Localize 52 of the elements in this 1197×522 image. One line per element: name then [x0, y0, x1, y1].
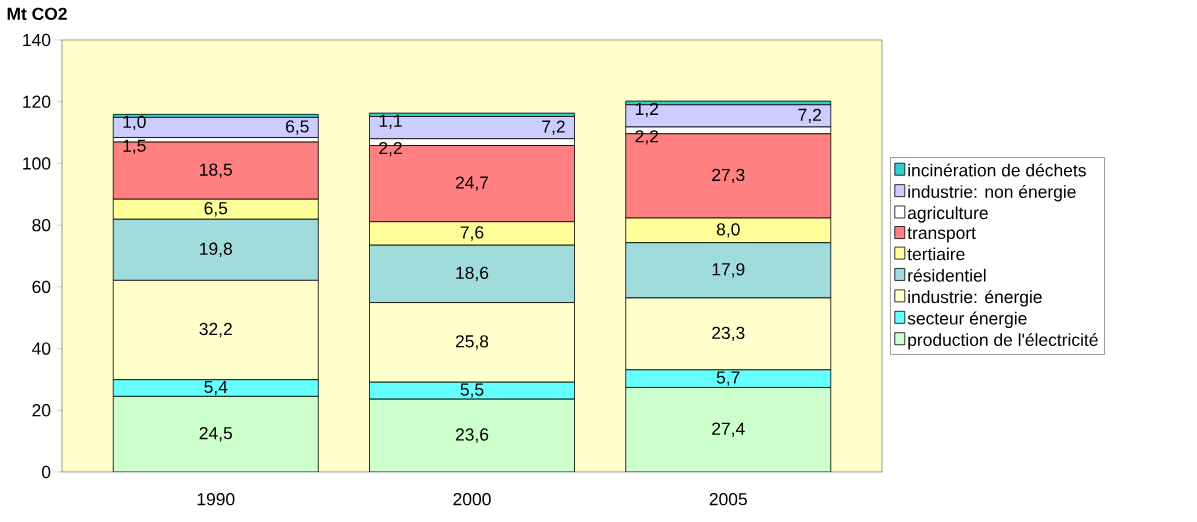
- data-label: 19,8: [200, 242, 232, 258]
- data-label: 1,5: [123, 139, 146, 154]
- data-label: 1,0: [123, 115, 146, 131]
- data-label: 5,5: [460, 383, 484, 398]
- data-label: 23,6: [455, 428, 489, 443]
- data-label: 24,5: [199, 426, 232, 442]
- data-label: 24,7: [455, 176, 489, 191]
- legend-label: agriculture: [907, 206, 988, 223]
- legend-label: industrie: énergie: [908, 290, 1042, 307]
- legend-label: tertiaire: [907, 247, 965, 261]
- data-label: 2,2: [635, 130, 659, 145]
- data-label: 17,9: [712, 263, 745, 278]
- bar: [112, 117, 319, 138]
- x-tick-label: 2005: [709, 493, 747, 506]
- x-tick-label: 1990: [197, 493, 235, 506]
- legend-label: résidentiel: [908, 268, 986, 282]
- y-tick-label: 20: [32, 404, 51, 417]
- legend-label: production de l'électricité: [908, 333, 1098, 350]
- data-label: 6,5: [204, 202, 228, 217]
- data-label: 5,7: [716, 371, 740, 386]
- bar: [369, 398, 575, 472]
- y-tick-label: 100: [23, 157, 51, 170]
- data-label: 32,2: [199, 322, 232, 338]
- y-tick-label: 40: [32, 342, 51, 355]
- bar: [113, 396, 319, 472]
- data-label: 1,1: [379, 114, 402, 129]
- data-label: 7,2: [798, 108, 821, 124]
- data-label: 1,2: [635, 102, 659, 118]
- bar: [625, 387, 832, 472]
- y-tick-label: 140: [23, 33, 51, 47]
- y-tick-label: 80: [32, 218, 51, 232]
- legend-label: incinération de déchets: [908, 163, 1086, 177]
- data-label: 23,3: [712, 326, 745, 342]
- y-axis-title: Mt CO2: [7, 7, 67, 20]
- y-tick-label: 120: [23, 95, 51, 108]
- y-tick-label: 60: [32, 280, 51, 294]
- data-label: 27,4: [712, 422, 745, 437]
- data-label: 5,4: [204, 380, 228, 396]
- legend-label: industrie: non énergie: [908, 184, 1076, 202]
- data-label: 25,8: [455, 335, 489, 350]
- legend-label: secteur énergie: [907, 311, 1027, 329]
- data-label: 8,0: [716, 223, 740, 238]
- legend-label: transport: [907, 227, 976, 243]
- data-label: 7,6: [460, 226, 484, 241]
- data-label: 27,3: [712, 168, 745, 184]
- x-tick-label: 2000: [453, 493, 491, 506]
- data-label: 6,5: [286, 120, 309, 135]
- data-label: 2,2: [379, 141, 402, 157]
- data-label: 18,6: [456, 266, 489, 282]
- data-label: 7,2: [542, 120, 565, 135]
- y-tick-label: 0: [41, 465, 51, 479]
- data-label: 18,5: [200, 163, 232, 178]
